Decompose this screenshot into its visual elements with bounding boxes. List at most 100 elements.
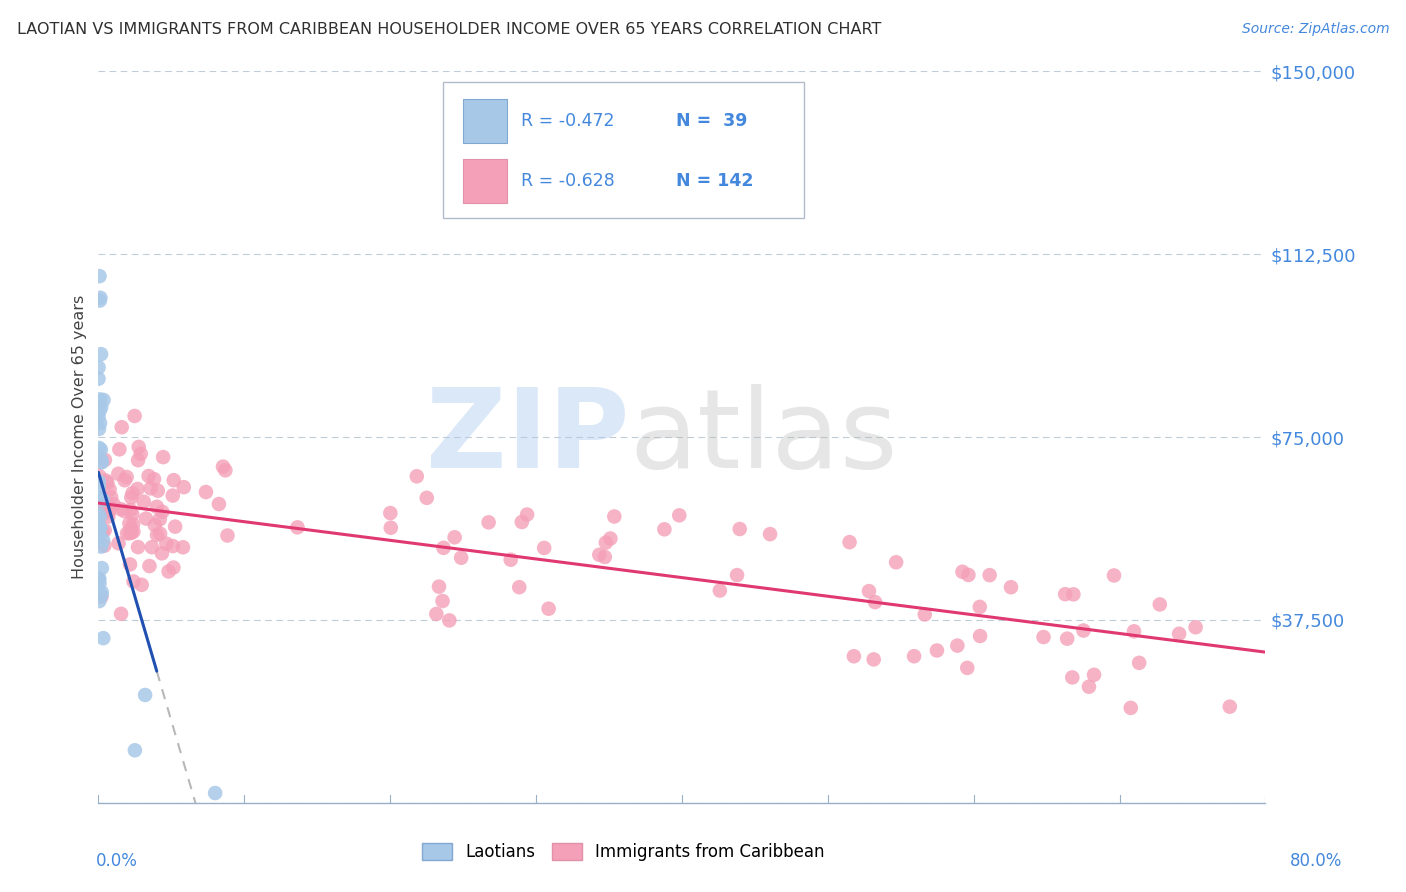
- Point: [138, 469, 160, 483]
- Point: [508, 580, 530, 594]
- Point: [654, 522, 676, 536]
- Point: [173, 480, 195, 494]
- Point: [1123, 624, 1146, 639]
- Point: [89, 490, 111, 504]
- Point: [96, 475, 118, 490]
- Point: [863, 595, 886, 609]
- Point: [90, 540, 112, 554]
- Point: [204, 786, 226, 800]
- Point: [478, 516, 501, 530]
- Point: [884, 555, 907, 569]
- Point: [595, 535, 617, 549]
- Point: [969, 599, 991, 614]
- Point: [132, 494, 155, 508]
- Point: [1077, 680, 1099, 694]
- Point: [149, 512, 172, 526]
- Point: [416, 491, 439, 505]
- Point: [94, 496, 117, 510]
- Point: [979, 568, 1001, 582]
- Text: LAOTIAN VS IMMIGRANTS FROM CARIBBEAN HOUSEHOLDER INCOME OVER 65 YEARS CORRELATIO: LAOTIAN VS IMMIGRANTS FROM CARIBBEAN HOU…: [17, 22, 882, 37]
- Point: [94, 453, 117, 467]
- Point: [111, 420, 134, 434]
- Point: [110, 502, 132, 516]
- Point: [120, 522, 142, 536]
- Point: [162, 539, 184, 553]
- Point: [1184, 620, 1206, 634]
- Point: [141, 540, 163, 554]
- Point: [728, 522, 751, 536]
- Point: [91, 524, 114, 539]
- Text: R = -0.628: R = -0.628: [520, 172, 614, 190]
- Point: [89, 503, 111, 517]
- Point: [499, 552, 522, 566]
- Point: [1000, 580, 1022, 594]
- Point: [87, 372, 110, 386]
- Point: [603, 509, 626, 524]
- Point: [87, 480, 110, 494]
- Point: [599, 532, 621, 546]
- Point: [89, 520, 111, 534]
- Point: [858, 584, 880, 599]
- Point: [214, 463, 236, 477]
- Text: atlas: atlas: [630, 384, 898, 491]
- Point: [162, 489, 184, 503]
- Point: [98, 502, 121, 516]
- Point: [91, 533, 114, 548]
- Point: [121, 486, 143, 500]
- Point: [118, 526, 141, 541]
- Point: [946, 639, 969, 653]
- Text: N = 142: N = 142: [676, 172, 754, 190]
- Point: [149, 526, 172, 541]
- Point: [1032, 630, 1054, 644]
- Point: [150, 546, 173, 560]
- Point: [89, 293, 111, 308]
- Point: [668, 508, 690, 523]
- Point: [90, 400, 112, 414]
- Point: [89, 469, 111, 483]
- Text: Source: ZipAtlas.com: Source: ZipAtlas.com: [1241, 22, 1389, 37]
- Point: [1062, 587, 1084, 601]
- Point: [103, 497, 125, 511]
- Text: ZIP: ZIP: [426, 384, 630, 491]
- Point: [127, 540, 149, 554]
- Point: [93, 539, 115, 553]
- Point: [91, 631, 114, 645]
- Point: [128, 440, 150, 454]
- Point: [287, 520, 309, 534]
- Point: [1128, 656, 1150, 670]
- Point: [450, 550, 472, 565]
- Point: [120, 491, 142, 505]
- Point: [537, 601, 560, 615]
- Point: [138, 559, 160, 574]
- Point: [443, 530, 465, 544]
- Point: [89, 576, 111, 591]
- Point: [952, 565, 974, 579]
- Point: [108, 442, 131, 457]
- Point: [131, 578, 153, 592]
- Point: [120, 503, 142, 517]
- Point: [516, 508, 538, 522]
- Point: [90, 585, 112, 599]
- FancyBboxPatch shape: [463, 99, 508, 143]
- Text: 0.0%: 0.0%: [96, 852, 138, 870]
- Point: [1083, 667, 1105, 681]
- Text: N =  39: N = 39: [676, 112, 748, 130]
- Point: [87, 507, 110, 521]
- Legend: Laotians, Immigrants from Caribbean: Laotians, Immigrants from Caribbean: [416, 836, 831, 868]
- Point: [87, 572, 110, 586]
- Point: [107, 536, 129, 550]
- Point: [97, 505, 120, 519]
- Point: [914, 607, 936, 622]
- Point: [143, 518, 166, 533]
- Point: [143, 472, 166, 486]
- Point: [380, 521, 402, 535]
- Point: [1102, 568, 1125, 582]
- Point: [208, 497, 231, 511]
- Point: [217, 528, 239, 542]
- Point: [89, 594, 111, 608]
- Point: [89, 269, 111, 284]
- Point: [163, 473, 186, 487]
- Point: [89, 416, 111, 430]
- Point: [89, 572, 111, 586]
- Point: [90, 455, 112, 469]
